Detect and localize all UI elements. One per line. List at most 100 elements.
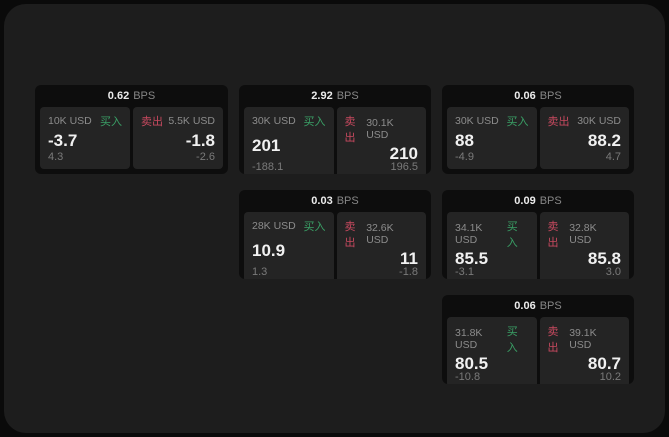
buy-size: 30K USD	[252, 115, 296, 127]
sell-size: 5.5K USD	[168, 115, 215, 127]
quote-card: 0.09 BPS 34.1K USD 买入 85.5 -3.1 卖出 32.8K…	[442, 190, 634, 279]
quote-card: 0.06 BPS 31.8K USD 买入 80.5 -10.8 卖出 39.1…	[442, 295, 634, 384]
sell-pane-top: 卖出 39.1K USD	[548, 323, 622, 355]
sell-pane-top: 卖出 30.1K USD	[345, 113, 419, 145]
card-body: 28K USD 买入 10.9 1.3 卖出 32.6K USD 11 -1.8	[239, 212, 431, 279]
sell-label: 卖出	[547, 221, 559, 249]
buy-sub-value: -188.1	[252, 161, 284, 173]
card-body: 31.8K USD 买入 80.5 -10.8 卖出 39.1K USD 80.…	[442, 317, 634, 384]
sell-sub-value: 10.2	[599, 371, 621, 383]
sell-size: 30K USD	[577, 115, 621, 127]
buy-price: -3.7	[48, 131, 78, 150]
buy-pane[interactable]: 30K USD 买入 201 -188.1	[244, 107, 334, 174]
card-body: 34.1K USD 买入 85.5 -3.1 卖出 32.8K USD 85.8…	[442, 212, 634, 279]
buy-pane[interactable]: 28K USD 买入 10.9 1.3	[244, 212, 334, 279]
buy-pane[interactable]: 34.1K USD 买入 85.5 -3.1	[447, 212, 537, 279]
sell-sub-value: -1.8	[399, 266, 418, 278]
card-header: 0.03 BPS	[239, 190, 431, 212]
sell-sub-value: 4.7	[605, 151, 621, 163]
buy-sub-value: 1.3	[252, 266, 268, 278]
sell-pane-top: 卖出 32.6K USD	[345, 218, 419, 250]
buy-size: 30K USD	[455, 115, 499, 127]
sell-label: 卖出	[344, 221, 356, 249]
buy-pane[interactable]: 10K USD 买入 -3.7 4.3	[40, 107, 130, 169]
buy-sub-value: -10.8	[455, 371, 481, 383]
bps-unit-label: BPS	[336, 195, 359, 207]
buy-pane-top: 30K USD 买入	[455, 113, 529, 129]
bps-unit-label: BPS	[336, 90, 359, 102]
card-body: 30K USD 买入 201 -188.1 卖出 30.1K USD 210 1…	[239, 107, 431, 174]
buy-label: 买入	[303, 116, 326, 128]
card-header: 0.06 BPS	[442, 295, 634, 317]
buy-label: 买入	[303, 221, 326, 233]
buy-pane-top: 30K USD 买入	[252, 113, 326, 129]
sell-pane[interactable]: 卖出 5.5K USD -1.8 -2.6	[133, 107, 223, 169]
sell-label: 卖出	[344, 116, 356, 144]
bps-value: 0.09	[514, 195, 536, 207]
quote-card-grid: 0.62 BPS 10K USD 买入 -3.7 4.3 卖出 5.5K USD	[35, 85, 634, 384]
sell-pane-top: 卖出 30K USD	[548, 113, 622, 129]
buy-label: 买入	[100, 116, 122, 128]
buy-label: 买入	[506, 116, 529, 128]
sell-price: 85.8	[587, 249, 621, 268]
buy-price: 85.5	[455, 249, 489, 268]
bps-value: 2.92	[311, 90, 333, 102]
buy-pane-top: 34.1K USD 买入	[455, 218, 529, 250]
sell-pane[interactable]: 卖出 30K USD 88.2 4.7	[539, 107, 629, 169]
sell-pane-top: 卖出 5.5K USD	[141, 113, 215, 129]
sell-sub-value: 196.5	[390, 161, 418, 173]
sell-pane[interactable]: 卖出 30.1K USD 210 196.5	[336, 107, 426, 174]
sell-price: -1.8	[185, 131, 215, 150]
sell-pane[interactable]: 卖出 32.8K USD 85.8 3.0	[539, 212, 629, 279]
buy-price: 80.5	[455, 354, 489, 373]
buy-pane[interactable]: 31.8K USD 买入 80.5 -10.8	[447, 317, 537, 384]
sell-label: 卖出	[547, 116, 570, 128]
buy-sub-value: 4.3	[48, 151, 64, 163]
sell-pane-top: 卖出 32.8K USD	[548, 218, 622, 250]
buy-pane[interactable]: 30K USD 买入 88 -4.9	[447, 107, 537, 169]
sell-label: 卖出	[547, 326, 559, 354]
sell-size: 32.8K USD	[569, 222, 597, 246]
bps-unit-label: BPS	[539, 90, 562, 102]
bps-unit-label: BPS	[539, 195, 562, 207]
sell-pane[interactable]: 卖出 32.6K USD 11 -1.8	[336, 212, 426, 279]
sell-price: 11	[400, 249, 418, 268]
card-body: 10K USD 买入 -3.7 4.3 卖出 5.5K USD -1.8 -2.…	[35, 107, 228, 174]
buy-pane-top: 31.8K USD 买入	[455, 323, 529, 355]
quote-card: 0.06 BPS 30K USD 买入 88 -4.9 卖出 30K USD	[442, 85, 634, 174]
sell-size: 32.6K USD	[366, 222, 394, 246]
card-body: 30K USD 买入 88 -4.9 卖出 30K USD 88.2 4.7	[442, 107, 634, 174]
sell-label: 卖出	[141, 116, 163, 128]
buy-sub-value: -3.1	[455, 266, 474, 278]
buy-size: 34.1K USD	[455, 222, 483, 246]
app-panel: 0.62 BPS 10K USD 买入 -3.7 4.3 卖出 5.5K USD	[4, 4, 665, 433]
buy-price: 10.9	[252, 241, 286, 260]
buy-pane-top: 10K USD 买入	[48, 113, 122, 129]
bps-unit-label: BPS	[539, 300, 562, 312]
buy-sub-value: -4.9	[455, 151, 474, 163]
sell-size: 39.1K USD	[569, 327, 597, 351]
quote-card: 0.62 BPS 10K USD 买入 -3.7 4.3 卖出 5.5K USD	[35, 85, 228, 174]
buy-pane-top: 28K USD 买入	[252, 218, 326, 234]
card-header: 0.09 BPS	[442, 190, 634, 212]
buy-label: 买入	[506, 326, 518, 354]
buy-size: 28K USD	[252, 220, 296, 232]
buy-price: 201	[252, 136, 281, 155]
bps-value: 0.06	[514, 90, 536, 102]
quote-card: 2.92 BPS 30K USD 买入 201 -188.1 卖出 30.1K …	[239, 85, 431, 174]
bps-value: 0.03	[311, 195, 333, 207]
bps-value: 0.06	[514, 300, 536, 312]
sell-pane[interactable]: 卖出 39.1K USD 80.7 10.2	[539, 317, 629, 384]
buy-label: 买入	[506, 221, 518, 249]
bps-value: 0.62	[107, 90, 130, 102]
sell-price: 80.7	[587, 354, 621, 373]
sell-size: 30.1K USD	[366, 117, 394, 141]
sell-sub-value: 3.0	[605, 266, 621, 278]
buy-size: 31.8K USD	[455, 327, 483, 351]
card-header: 0.62 BPS	[35, 85, 228, 107]
quote-card: 0.03 BPS 28K USD 买入 10.9 1.3 卖出 32.6K US…	[239, 190, 431, 279]
buy-price: 88	[455, 131, 474, 150]
sell-price: 88.2	[587, 131, 621, 150]
sell-price: 210	[389, 144, 418, 163]
buy-size: 10K USD	[48, 115, 92, 127]
